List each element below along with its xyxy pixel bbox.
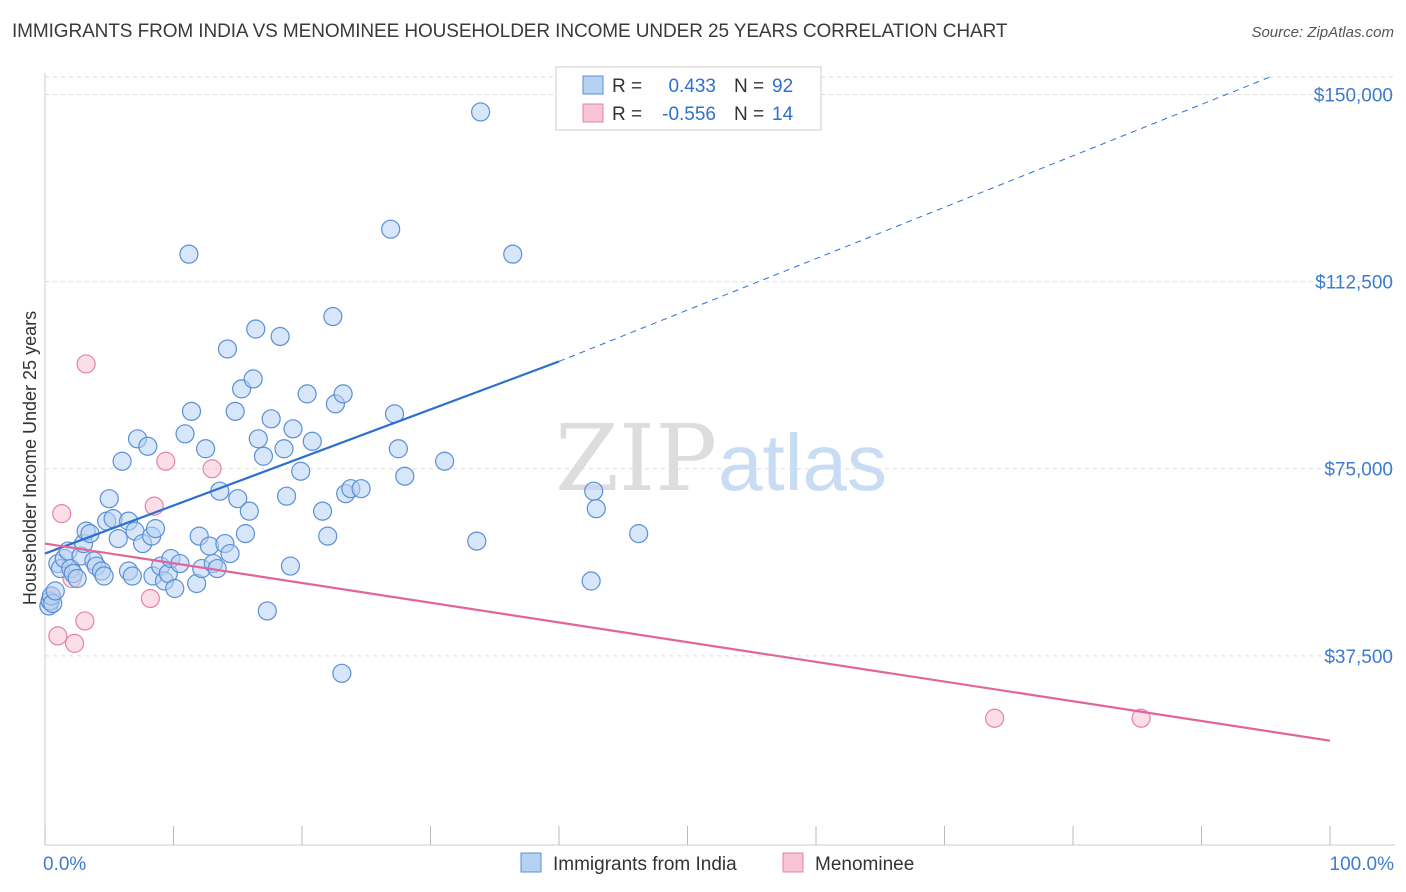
menominee-point (985, 708, 1005, 728)
india-point (302, 431, 322, 451)
india-point (283, 419, 303, 439)
series-legend-swatch-menominee (782, 852, 804, 873)
menominee-point (48, 626, 68, 646)
india-point (67, 568, 87, 589)
india-points (39, 102, 649, 683)
india-point (196, 439, 216, 459)
menominee-point (76, 354, 96, 374)
legend-r-value-pink: -0.556 (662, 104, 716, 125)
india-point (586, 499, 606, 519)
watermark-zip: ZIP (555, 405, 717, 512)
india-point (246, 319, 266, 339)
legend-swatch-blue (582, 75, 604, 95)
india-point (629, 524, 649, 544)
y-tick-label: $150,000 (1314, 85, 1393, 106)
legend-n-value-pink: 14 (772, 104, 794, 125)
india-point (248, 429, 268, 449)
india-point (584, 481, 604, 501)
india-point (257, 601, 277, 621)
watermark-atlas: atlas (718, 418, 887, 507)
india-point (280, 556, 301, 576)
correlation-legend: R = 0.433 N = 92 R = -0.556 N = 14 (555, 66, 822, 131)
india-point (225, 401, 245, 421)
india-point (122, 566, 142, 586)
india-point (388, 439, 408, 459)
india-point (112, 451, 132, 471)
series-legend-label-india: Immigrants from India (553, 854, 737, 875)
india-point (333, 384, 353, 404)
india-point (138, 436, 158, 456)
legend-n-label-blue: N = (734, 76, 764, 97)
india-point (471, 102, 491, 122)
menominee-point (1131, 708, 1151, 728)
india-point (581, 571, 601, 591)
india-trend-line (44, 360, 560, 555)
source-label: Source: ZipAtlas.com (1251, 24, 1394, 41)
india-point (261, 409, 281, 429)
menominee-point (202, 459, 222, 479)
india-point (323, 306, 343, 327)
india-point (145, 519, 166, 539)
india-point (228, 489, 248, 509)
series-legend: Immigrants from India Menominee (520, 852, 914, 875)
india-point (217, 339, 238, 359)
india-point (297, 384, 317, 404)
india-point (220, 543, 240, 564)
x-tick-label-min: 0.0% (43, 854, 86, 875)
series-legend-swatch-india (520, 852, 542, 873)
india-point (94, 566, 114, 586)
india-point (165, 578, 185, 599)
legend-swatch-pink (582, 103, 604, 123)
y-axis-title: Householder Income Under 25 years (20, 311, 40, 605)
legend-r-label-pink: R = (612, 104, 642, 125)
y-tick-label: $112,500 (1315, 273, 1393, 294)
trend-lines (44, 76, 1331, 742)
legend-r-label-blue: R = (612, 76, 642, 97)
india-point (179, 244, 199, 264)
menominee-point (140, 588, 160, 609)
menominee-point (75, 611, 95, 631)
india-point (318, 526, 338, 546)
legend-r-value-blue: 0.433 (668, 76, 716, 97)
india-point (503, 244, 523, 264)
x-tick-label-max: 100.0% (1330, 854, 1395, 875)
india-point (351, 479, 371, 499)
india-point (276, 486, 297, 506)
menominee-trend-line (44, 542, 1331, 742)
india-point (235, 524, 256, 544)
india-point (395, 466, 415, 486)
y-tick-label: $75,000 (1324, 460, 1393, 481)
menominee-point (64, 633, 85, 653)
india-point (45, 581, 65, 601)
grid-lines (45, 76, 1395, 657)
india-point (274, 439, 294, 459)
india-trend-extension (558, 76, 1271, 362)
menominee-point (52, 504, 72, 524)
india-point (312, 501, 333, 521)
india-point (253, 446, 274, 466)
india-point (239, 501, 259, 521)
india-point (332, 663, 352, 683)
india-point (270, 326, 290, 347)
india-point (435, 451, 455, 471)
india-point (175, 424, 195, 444)
series-legend-label-menominee: Menominee (815, 854, 914, 875)
legend-n-value-blue: 92 (772, 76, 793, 97)
india-point (108, 528, 128, 549)
x-axis-ticks (44, 826, 1331, 845)
india-point (181, 401, 202, 421)
legend-n-label-pink: N = (734, 104, 764, 125)
india-point (99, 489, 119, 509)
menominee-point (156, 451, 176, 471)
india-point (291, 461, 311, 481)
india-point (243, 369, 263, 389)
india-point (381, 219, 401, 239)
y-axis-tick-labels: $37,500 $75,000 $112,500 $150,000 (1314, 85, 1393, 667)
chart-title: IMMIGRANTS FROM INDIA VS MENOMINEE HOUSE… (12, 21, 1008, 42)
india-point (467, 531, 487, 551)
y-tick-label: $37,500 (1324, 647, 1393, 668)
